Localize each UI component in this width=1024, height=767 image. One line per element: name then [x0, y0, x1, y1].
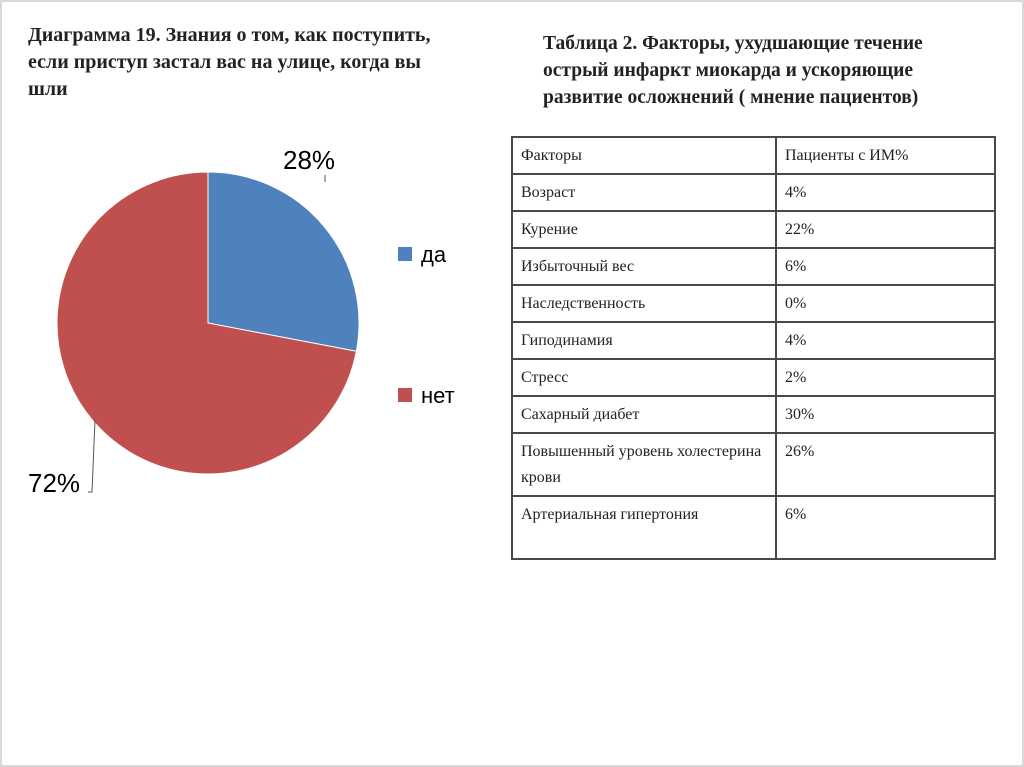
row-value: 22%: [775, 210, 996, 249]
row-factor: Стресс: [511, 358, 777, 397]
row-value: 0%: [775, 284, 996, 323]
row-factor: Избыточный вес: [511, 247, 777, 286]
table-row: Возраст 4%: [511, 173, 996, 212]
header-factors: Факторы: [511, 136, 777, 175]
row-factor: Курение: [511, 210, 777, 249]
chart-title: Диаграмма 19. Знания о том, как поступит…: [28, 24, 431, 100]
table-row: Артериальная гипертония 6%: [511, 495, 996, 560]
data-label-no: 72%: [28, 468, 80, 498]
row-value: 30%: [775, 395, 996, 434]
header-patients: Пациенты с ИМ%: [775, 136, 996, 175]
row-factor: Артериальная гипертония: [511, 495, 777, 560]
leader-line-no: [88, 419, 96, 493]
pie-chart: 28% 72% да нет: [28, 145, 455, 498]
row-factor: Гиподинамия: [511, 321, 777, 360]
table-header-row: Факторы Пациенты с ИМ%: [511, 136, 996, 175]
pie-slice-yes: [207, 171, 360, 352]
table-row: Курение 22%: [511, 210, 996, 249]
legend-swatch-no: [398, 388, 412, 402]
row-value: 6%: [775, 247, 996, 286]
factors-table: Факторы Пациенты с ИМ% Возраст 4% Курени…: [511, 136, 996, 560]
row-factor: Возраст: [511, 173, 777, 212]
row-value: 6%: [775, 495, 996, 560]
table-row: Стресс 2%: [511, 358, 996, 397]
row-value: 4%: [775, 173, 996, 212]
legend-label-yes: да: [421, 242, 447, 267]
row-value: 4%: [775, 321, 996, 360]
row-factor: Сахарный диабет: [511, 395, 777, 434]
row-factor: Наследственность: [511, 284, 777, 323]
table-row: Повышенный уровень холестерина крови 26%: [511, 432, 996, 497]
legend-swatch-yes: [398, 247, 412, 261]
table-row: Сахарный диабет 30%: [511, 395, 996, 434]
table-row: Избыточный вес 6%: [511, 247, 996, 286]
row-factor: Повышенный уровень холестерина крови: [511, 432, 777, 497]
table-row: Гиподинамия 4%: [511, 321, 996, 360]
table-row: Наследственность 0%: [511, 284, 996, 323]
data-label-yes: 28%: [283, 145, 335, 175]
legend-label-no: нет: [421, 383, 455, 408]
row-value: 26%: [775, 432, 996, 497]
row-value: 2%: [775, 358, 996, 397]
table-title: Таблица 2. Факторы, ухудшающие течение о…: [543, 33, 923, 108]
pie-slice-no: [56, 171, 357, 475]
